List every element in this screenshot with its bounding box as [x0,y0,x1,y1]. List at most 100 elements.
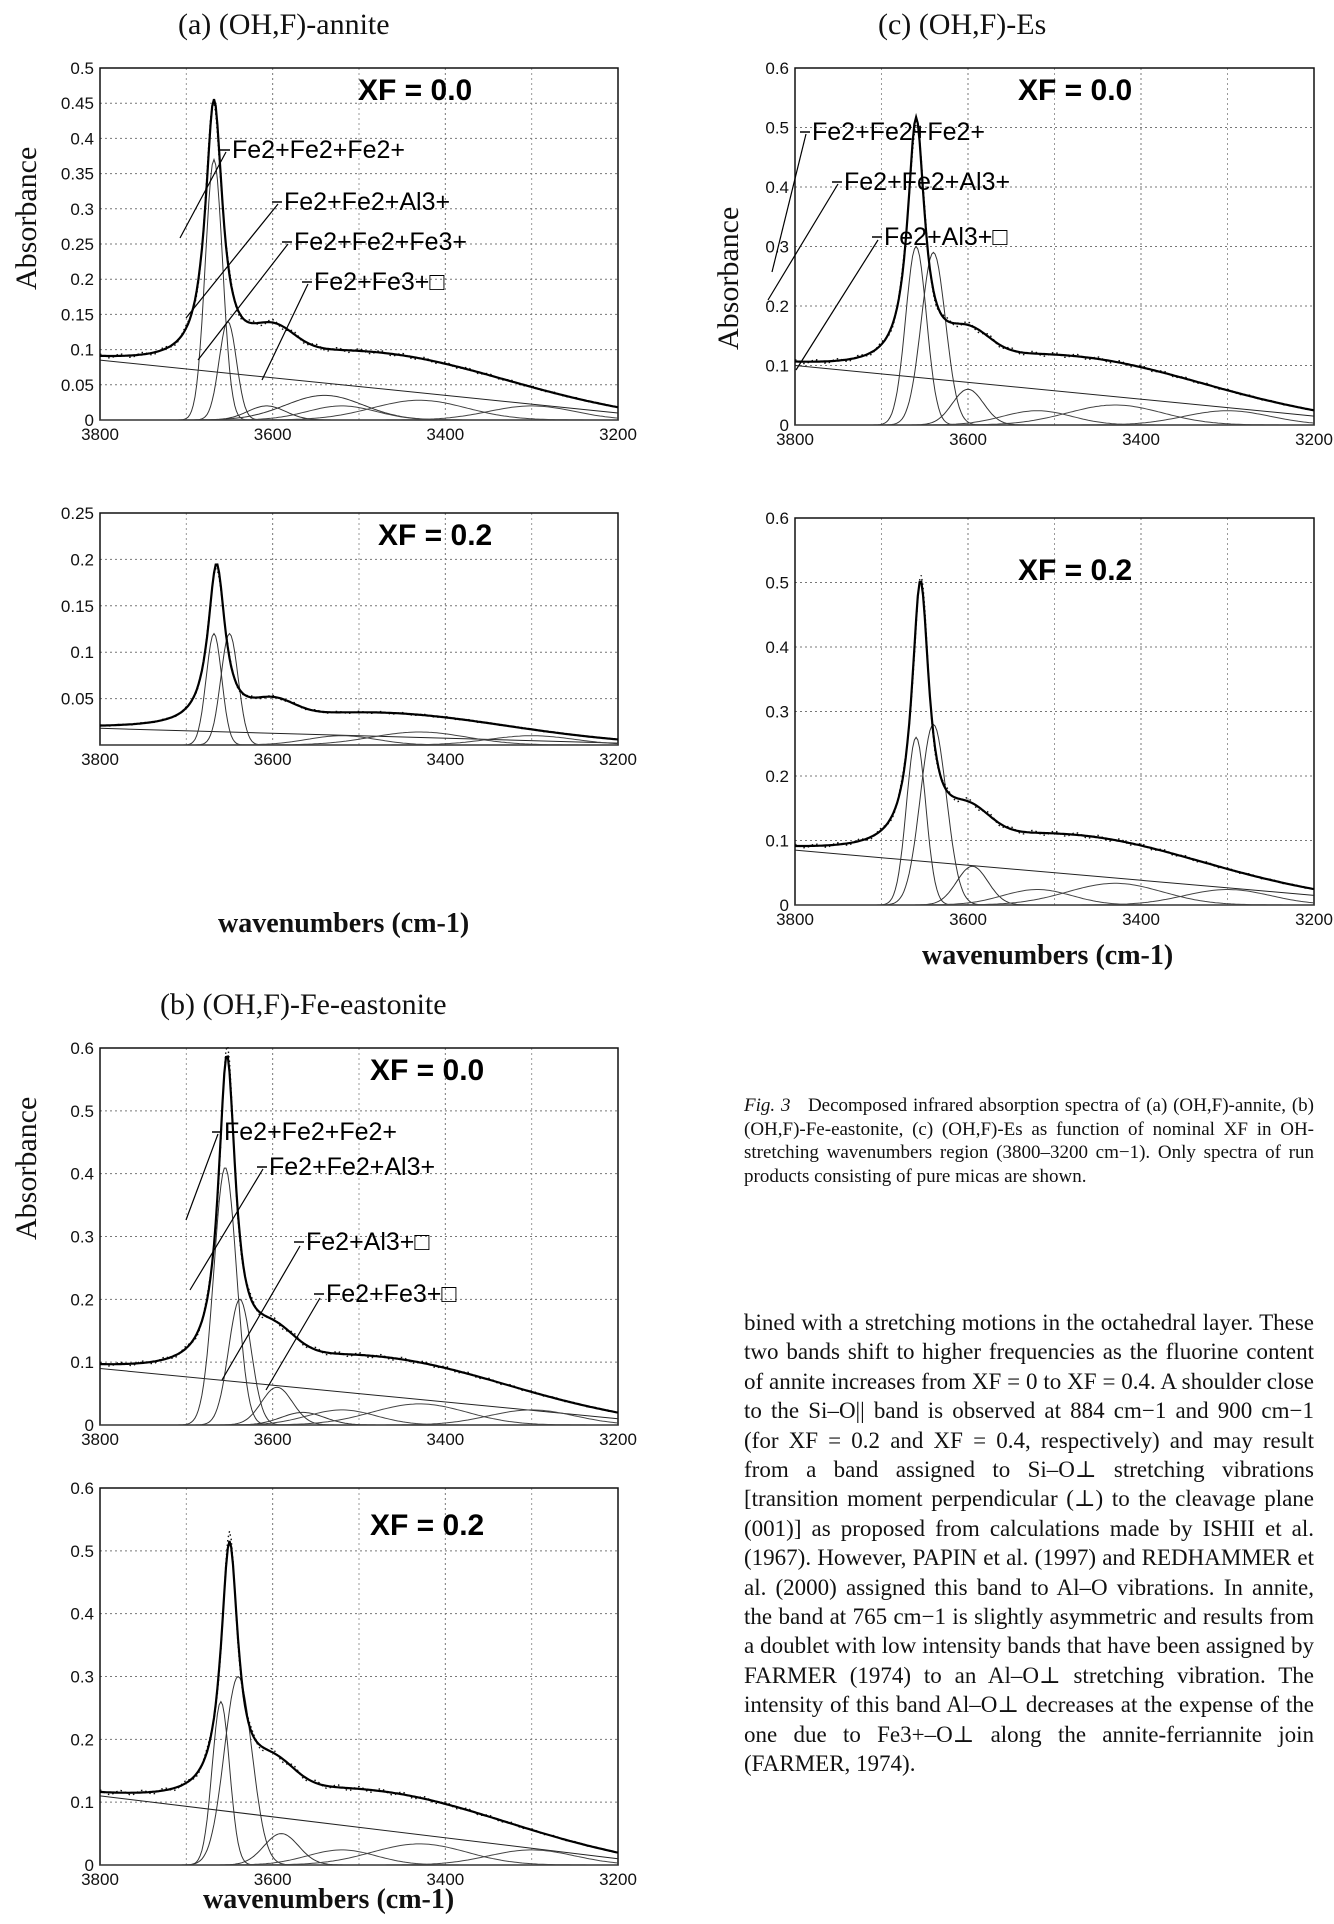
x-axis-label-b: wavenumbers (cm-1) [203,1884,455,1915]
x-tick-label: 3800 [81,425,119,444]
band-label: Fe2+Al3+□ [306,1228,430,1256]
body-paragraph: bined with a stretching motions in the o… [744,1310,1314,1777]
band-label-leader [261,283,309,381]
y-tick-label: 0.4 [70,129,94,148]
component-band [795,889,1314,906]
x-tick-label: 3800 [81,1870,119,1885]
component-band [100,1409,619,1426]
x-tick-label: 3600 [254,750,292,769]
y-tick-label: 0.35 [61,165,94,184]
x-tick-label: 3600 [254,1870,292,1885]
x-tick-label: 3800 [776,430,814,449]
y-tick-label: 0.6 [70,1040,94,1058]
y-tick-label: 0.3 [765,703,789,722]
measured-spectrum-dots [794,122,1315,411]
x-tick-label: 3400 [1122,910,1160,929]
band-label-leader [767,183,839,301]
x-tick-label: 3400 [426,425,464,444]
y-tick-label: 0.45 [61,94,94,113]
band-label-leader [795,239,879,371]
x-tick-label: 3600 [254,425,292,444]
body-text: bined with a stretching motions in the o… [744,1308,1314,1779]
x-tick-label: 3800 [81,750,119,769]
xf-annotation: XF = 0.0 [358,74,472,107]
component-band [795,410,1314,426]
xf-annotation: XF = 0.2 [370,1509,484,1542]
y-tick-label: 0.4 [70,1605,94,1624]
panel-title-c: (c) (OH,F)-Es [878,8,1047,41]
band-label-leader [189,1168,264,1291]
y-axis-label-b: Absorbance [10,1096,43,1240]
band-label: Fe2+Fe2+Fe2+ [224,1118,397,1146]
y-tick-label: 0.6 [765,60,789,78]
panel-title-b: (b) (OH,F)-Fe-eastonite [160,988,447,1021]
y-tick-label: 0.2 [70,1290,94,1309]
band-label: Fe2+Fe2+Fe3+ [294,228,467,256]
y-tick-label: 0.2 [70,270,94,289]
y-tick-label: 0.5 [70,60,94,78]
y-axis-label-a: Absorbance [10,146,43,290]
fitted-spectrum [100,98,619,409]
xf-annotation: XF = 0.2 [378,519,492,552]
y-tick-label: 0.1 [70,1353,94,1372]
y-tick-label: 0.05 [61,376,94,395]
x-tick-label: 3400 [1122,430,1160,449]
band-label-leader [185,203,279,319]
y-tick-label: 0.4 [765,638,789,657]
x-tick-label: 3600 [949,910,987,929]
chart-a-xf02: 0.05 0.1 0.15 0.2 0.25 3800 3600 3400 3200 XF = 0… [61,505,637,769]
y-tick-label: 0.2 [70,550,94,569]
x-tick-label: 3200 [599,750,637,769]
fitted-spectrum [795,112,1315,412]
band-label-leader [197,243,289,361]
figure-label: Fig. 3 [744,1095,791,1116]
fitted-spectrum [99,563,619,741]
component-band [100,1849,619,1866]
y-tick-label: 0.5 [70,1542,94,1561]
baseline-line [99,359,619,414]
y-tick-label: 0 [780,416,789,435]
component-band [100,735,619,746]
band-label: Fe2+Fe3+□ [314,268,445,296]
baseline-line [99,1795,619,1860]
baseline-line [794,365,1315,417]
y-tick-label: 0.15 [61,305,94,324]
figure-caption: Fig. 3 Decomposed infrared absorption sp… [744,1094,1314,1188]
x-tick-label: 3400 [426,750,464,769]
x-tick-label: 3200 [1295,430,1333,449]
band-label: Fe2+Fe2+Al3+ [269,1153,435,1181]
x-tick-label: 3400 [426,1870,464,1885]
component-band [100,405,618,421]
y-tick-label: 0.4 [70,1165,94,1184]
panel-title-a: (a) (OH,F)-annite [178,8,390,41]
component-band [795,889,1315,906]
x-axis-label-a: wavenumbers (cm-1) [218,908,470,939]
component-band [795,410,1315,426]
measured-spectrum-dots [99,100,619,408]
fitted-spectrum [795,580,1315,891]
y-tick-label: 0.5 [70,1102,94,1121]
band-label: Fe2+Fe2+Al3+ [844,168,1010,196]
y-tick-label: 0.2 [70,1730,94,1749]
xf-annotation: XF = 0.0 [370,1054,484,1087]
y-tick-label: 0.6 [70,1480,94,1498]
x-tick-label: 3200 [599,1430,637,1445]
y-tick-label: 0.05 [61,690,94,709]
measured-spectrum-dots [794,575,1315,890]
band-label-leader [221,1245,301,1381]
chart-a-xf00: 0 0.05 0.1 0.15 0.2 0.25 0.3 0.35 0.4 0.45 0.5 3800… [61,60,637,444]
band-label-leader [265,1297,321,1391]
y-tick-label: 0.3 [70,1668,94,1687]
y-tick-label: 0.25 [61,235,94,254]
y-tick-label: 0.2 [765,297,789,316]
baseline-line [99,727,619,744]
y-tick-label: 0.5 [765,119,789,138]
chart-c-xf02: 0 0.1 0.2 0.3 0.4 0.5 0.6 3800 3600 3400 3200 XF = … [765,510,1333,929]
band-label-leader [771,133,807,273]
y-tick-label: 0.25 [61,505,94,523]
chart-b-xf02: 0 0.1 0.2 0.3 0.4 0.5 0.6 3800 3600 3400 3200 XF = … [70,1480,637,1885]
band-label: Fe2+Fe2+Fe2+ [812,118,985,146]
band-label: Fe2+Fe3+□ [326,1280,457,1308]
band-label-leader [179,151,227,239]
y-tick-label: 0.1 [70,643,94,662]
